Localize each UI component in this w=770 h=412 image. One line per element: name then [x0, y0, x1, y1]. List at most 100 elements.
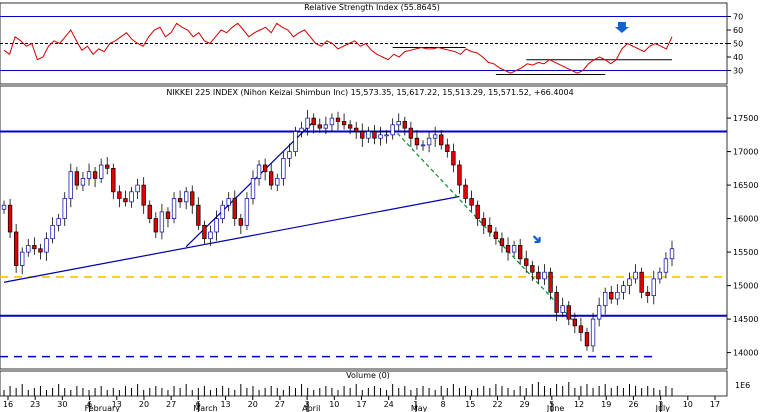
candlestick — [590, 318, 596, 347]
candlestick — [439, 134, 444, 146]
x-month-label: April — [302, 404, 320, 412]
candlestick — [378, 134, 383, 139]
x-axis: 1623306132027613202731017241815222951219… — [3, 396, 720, 412]
x-day-label: 16 — [3, 400, 13, 409]
candlestick — [293, 131, 298, 152]
price-tick-label: 14500 — [733, 315, 758, 324]
candlestick — [584, 332, 590, 347]
candlestick — [196, 204, 201, 226]
candlestick — [177, 198, 183, 203]
price-tick-label: 16000 — [733, 215, 758, 224]
candlestick — [481, 218, 486, 226]
rsi-tick-label: 70 — [733, 13, 743, 22]
candlestick — [147, 204, 152, 219]
rsi-down-arrow-icon — [614, 22, 629, 33]
candlestick — [402, 121, 407, 129]
candlestick — [135, 184, 140, 193]
candlestick — [615, 291, 620, 300]
price-tick-label: 16500 — [733, 181, 758, 190]
candlestick — [68, 171, 73, 199]
candlestick — [50, 224, 55, 240]
x-day-label: 10 — [329, 400, 339, 409]
candlestick — [56, 218, 61, 226]
price-tick-label: 17000 — [733, 148, 758, 157]
candlestick — [105, 164, 110, 169]
candlestick — [220, 204, 225, 219]
x-day-label: 29 — [520, 400, 530, 409]
candlestick — [524, 258, 529, 266]
price-tick-label: 15000 — [733, 282, 758, 291]
x-day-label: 24 — [384, 400, 394, 409]
candlestick — [451, 151, 456, 166]
candlestick — [13, 231, 19, 266]
x-day-label: 26 — [628, 400, 638, 409]
price-arrow-icon — [532, 235, 541, 244]
candlestick — [190, 191, 195, 206]
candlestick — [639, 271, 644, 293]
candlestick — [262, 164, 268, 173]
x-day-label: 19 — [601, 400, 611, 409]
candlestick — [275, 178, 280, 186]
x-day-label: 15 — [465, 400, 475, 409]
candlestick — [311, 117, 316, 126]
candlestick — [111, 168, 116, 193]
candlestick — [651, 278, 656, 296]
candlestick — [560, 305, 565, 313]
candlestick — [329, 117, 335, 126]
candlestick — [117, 191, 122, 199]
candlestick — [469, 198, 474, 206]
candlestick — [244, 198, 250, 226]
candlestick — [153, 218, 158, 233]
candlestick — [530, 265, 535, 273]
x-day-label: 23 — [30, 400, 40, 409]
candlestick — [669, 248, 675, 260]
candlestick — [372, 131, 377, 139]
candlestick — [499, 238, 505, 246]
candlestick — [62, 198, 67, 219]
candlestick — [366, 131, 371, 139]
rsi-tick-label: 30 — [733, 67, 743, 76]
candlestick — [657, 271, 663, 280]
candlestick — [621, 285, 626, 293]
candlestick — [596, 305, 602, 320]
candlestick — [74, 171, 80, 186]
x-month-label: June — [546, 404, 565, 412]
rsi-line — [3, 22, 673, 74]
price-tick-label: 14000 — [733, 349, 758, 358]
candlestick — [493, 231, 499, 240]
candlestick — [1, 204, 7, 210]
candlestick — [463, 184, 468, 199]
candlestick — [305, 117, 310, 129]
candlestick — [7, 204, 13, 233]
x-day-label: 10 — [683, 400, 693, 409]
candlestick — [226, 198, 231, 206]
x-month-label: May — [411, 404, 428, 412]
volume-frame — [0, 370, 728, 397]
x-day-label: 12 — [574, 400, 584, 409]
rsi-tick-label: 50 — [733, 40, 743, 49]
candlestick — [323, 124, 329, 129]
x-day-label: 17 — [356, 400, 366, 409]
candlestick — [566, 305, 571, 320]
price-frame — [0, 85, 728, 370]
candlestick — [548, 271, 553, 293]
candlestick — [341, 121, 347, 126]
candlestick — [554, 291, 559, 313]
candlestick — [214, 218, 219, 233]
candlestick — [232, 198, 237, 219]
candlestick — [20, 251, 25, 266]
candlestick — [420, 144, 426, 147]
candlestick — [445, 144, 450, 152]
candlestick — [354, 127, 359, 132]
candlestick — [141, 184, 146, 206]
candlestick — [250, 178, 256, 199]
candlestick — [208, 231, 213, 240]
candlestick — [92, 171, 98, 179]
x-day-label: 20 — [139, 400, 149, 409]
candlestick — [633, 271, 638, 280]
x-day-label: 8 — [441, 400, 446, 409]
candlestick — [269, 171, 274, 186]
candlestick — [542, 271, 547, 280]
candlestick — [281, 157, 286, 179]
candlestick — [475, 204, 480, 219]
